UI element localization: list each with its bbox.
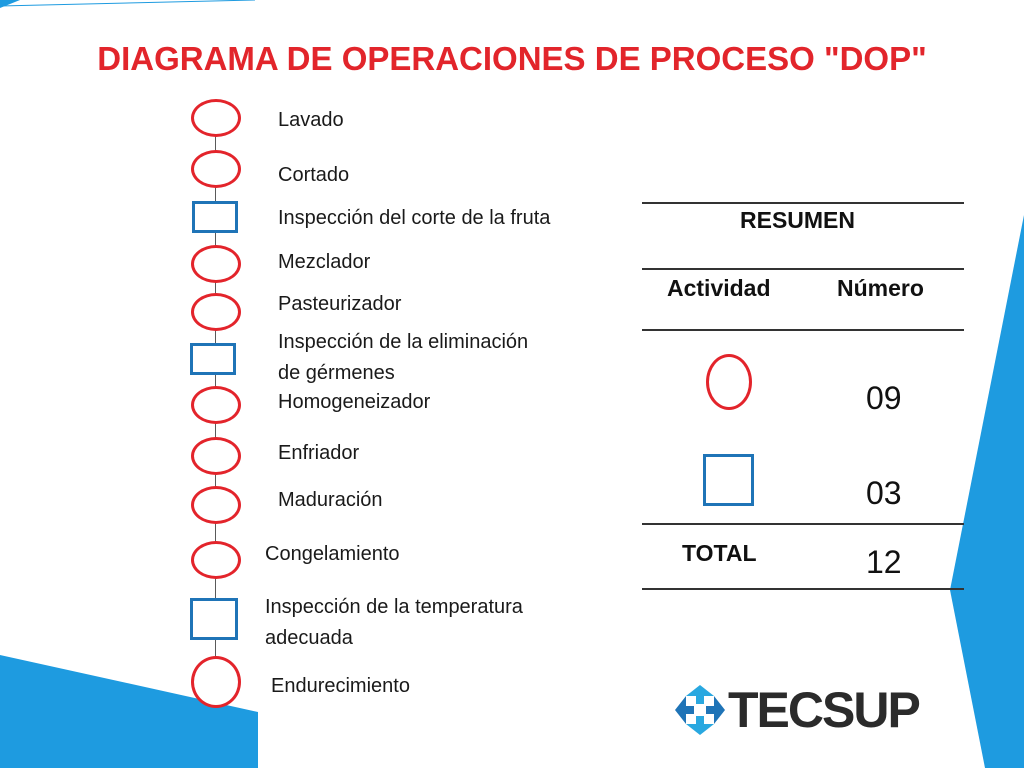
- step-label-inspeccion-eliminacion: Inspección de la eliminación: [278, 331, 529, 353]
- right-blue-wedge: [950, 215, 1024, 768]
- operation-symbol-lavado: [191, 99, 241, 137]
- summary-inspection-symbol: [703, 454, 754, 506]
- operation-symbol-maduracion: [191, 486, 241, 524]
- summary-total-rule: [642, 523, 964, 525]
- inspection-symbol-corte: [192, 201, 238, 233]
- step-label-inspeccion-temperatura-line2: adecuada: [265, 627, 353, 649]
- operation-symbol-pasteurizador: [191, 293, 241, 331]
- summary-operations-count: 09: [866, 380, 902, 416]
- operation-symbol-cortado: [191, 150, 241, 188]
- step-label-homogeneizador: Homogeneizador: [278, 391, 431, 413]
- step-label-pasteurizador: Pasteurizador: [278, 293, 402, 315]
- summary-inspections-count: 03: [866, 475, 902, 511]
- summary-col-activity: Actividad: [667, 275, 771, 301]
- step-label-endurecimiento: Endurecimiento: [271, 675, 410, 697]
- step-label-inspeccion-corte: Inspección del corte de la fruta: [278, 207, 551, 229]
- tecsup-logo-icon: [675, 685, 725, 735]
- tecsup-logo-wordmark: TECSUP: [728, 682, 921, 738]
- operation-symbol-congelamiento: [191, 541, 241, 579]
- step-label-inspeccion-temperatura: Inspección de la temperatura: [265, 596, 523, 618]
- summary-header-rule: [642, 268, 964, 270]
- operation-symbol-mezclador: [191, 245, 241, 283]
- top-left-thin-line: [0, 0, 256, 7]
- inspection-symbol-temperatura: [190, 598, 238, 640]
- step-label-enfriador: Enfriador: [278, 442, 360, 464]
- top-left-stripe: [0, 0, 20, 8]
- step-label-lavado: Lavado: [278, 109, 344, 131]
- summary-bottom-rule: [642, 588, 964, 590]
- operation-symbol-enfriador: [191, 437, 241, 475]
- summary-body-rule: [642, 329, 964, 331]
- summary-title: RESUMEN: [740, 207, 856, 233]
- operation-symbol-homogeneizador: [191, 386, 241, 424]
- step-label-inspeccion-eliminacion-line2: de gérmenes: [278, 362, 395, 384]
- step-label-cortado: Cortado: [278, 164, 350, 186]
- summary-col-number: Número: [837, 275, 924, 301]
- summary-total-value: 12: [866, 544, 902, 580]
- step-label-maduracion: Maduración: [278, 489, 383, 511]
- step-label-mezclador: Mezclador: [278, 251, 371, 273]
- bottom-left-blue-band: [0, 655, 258, 768]
- inspection-symbol-germenes: [190, 343, 236, 375]
- summary-total-label: TOTAL: [682, 540, 757, 566]
- summary-top-rule: [642, 202, 964, 204]
- page-title: DIAGRAMA DE OPERACIONES DE PROCESO "DOP": [97, 40, 927, 77]
- step-label-congelamiento: Congelamiento: [265, 543, 400, 565]
- operation-symbol-endurecimiento: [191, 656, 241, 708]
- summary-operation-symbol: [706, 354, 752, 410]
